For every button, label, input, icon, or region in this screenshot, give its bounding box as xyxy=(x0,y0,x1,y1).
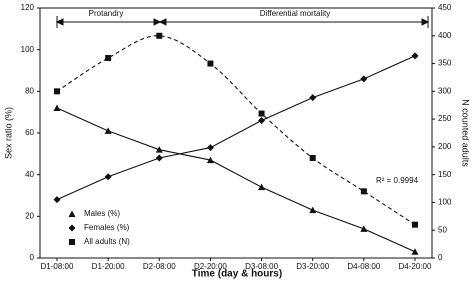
y-tick-label: 120 xyxy=(21,3,35,12)
marker xyxy=(104,173,112,181)
phase-arrows xyxy=(55,16,430,28)
marker xyxy=(360,225,368,232)
series-line xyxy=(56,107,416,253)
x-tick-label: D1-20:00 xyxy=(92,262,125,271)
x-tick-label: D3-20:00 xyxy=(296,262,329,271)
y-tick-label: 0 xyxy=(30,253,35,262)
marker xyxy=(309,94,317,102)
y2-tick-label: 100 xyxy=(438,198,452,207)
series-line xyxy=(56,35,416,226)
marker xyxy=(155,154,163,162)
x-tick-label: D2-08:00 xyxy=(143,262,176,271)
y2-tick-label: 300 xyxy=(438,86,452,95)
y2-tick-label: 400 xyxy=(438,31,452,40)
x-tick-label: D1-08:00 xyxy=(41,262,74,271)
legend-marker xyxy=(68,224,76,232)
marker xyxy=(360,188,367,195)
annotation: Protandry xyxy=(89,9,124,18)
marker xyxy=(155,146,163,153)
x-tick-label: D4-20:00 xyxy=(399,262,432,271)
annotation: R² = 0.9994 xyxy=(376,176,419,185)
y2-tick-label: 350 xyxy=(438,59,452,68)
legend-label: Females (%) xyxy=(84,223,130,232)
marker xyxy=(53,196,61,204)
y2-tick-label: 0 xyxy=(438,253,443,262)
y2-tick-label: 150 xyxy=(438,170,452,179)
marker xyxy=(360,75,368,83)
marker xyxy=(206,144,214,152)
x-axis-label: Time (day & hours) xyxy=(192,269,282,280)
marker xyxy=(104,127,112,134)
marker xyxy=(412,221,418,228)
y-tick-label: 80 xyxy=(25,86,34,95)
marker xyxy=(105,55,112,61)
y2-tick-label: 250 xyxy=(438,114,452,123)
marker xyxy=(258,110,265,117)
y-tick-label: 100 xyxy=(21,45,35,54)
y-tick-label: 60 xyxy=(25,128,34,137)
annotation: Differential mortality xyxy=(260,9,331,18)
y2-tick-label: 200 xyxy=(438,142,452,151)
marker xyxy=(309,206,317,214)
legend-marker xyxy=(68,210,76,217)
marker xyxy=(206,156,214,164)
marker xyxy=(156,32,163,39)
y2-tick-label: 450 xyxy=(438,3,452,12)
x-tick-label: D4-08:00 xyxy=(347,262,380,271)
marker xyxy=(258,117,266,124)
x-tick-label: D3-08:00 xyxy=(245,262,278,271)
y2-tick-label: 50 xyxy=(438,225,447,234)
y2-axis-label: N counted adults xyxy=(461,99,471,167)
plot-frame xyxy=(39,7,433,259)
y-axis-label: Sex ratio (%) xyxy=(3,107,13,159)
legend-marker xyxy=(69,239,75,245)
x-tick-label: D2-20:00 xyxy=(194,262,227,271)
marker xyxy=(53,104,61,111)
marker xyxy=(411,248,419,255)
series-line xyxy=(56,55,416,201)
marker xyxy=(54,88,60,95)
legend-label: All adults (N) xyxy=(84,237,130,246)
y-tick-label: 40 xyxy=(25,170,34,179)
marker xyxy=(411,52,419,60)
legend-label: Males (%) xyxy=(84,209,120,218)
marker xyxy=(258,183,266,191)
y-tick-label: 20 xyxy=(25,211,34,220)
marker xyxy=(207,60,214,67)
marker xyxy=(309,155,316,161)
